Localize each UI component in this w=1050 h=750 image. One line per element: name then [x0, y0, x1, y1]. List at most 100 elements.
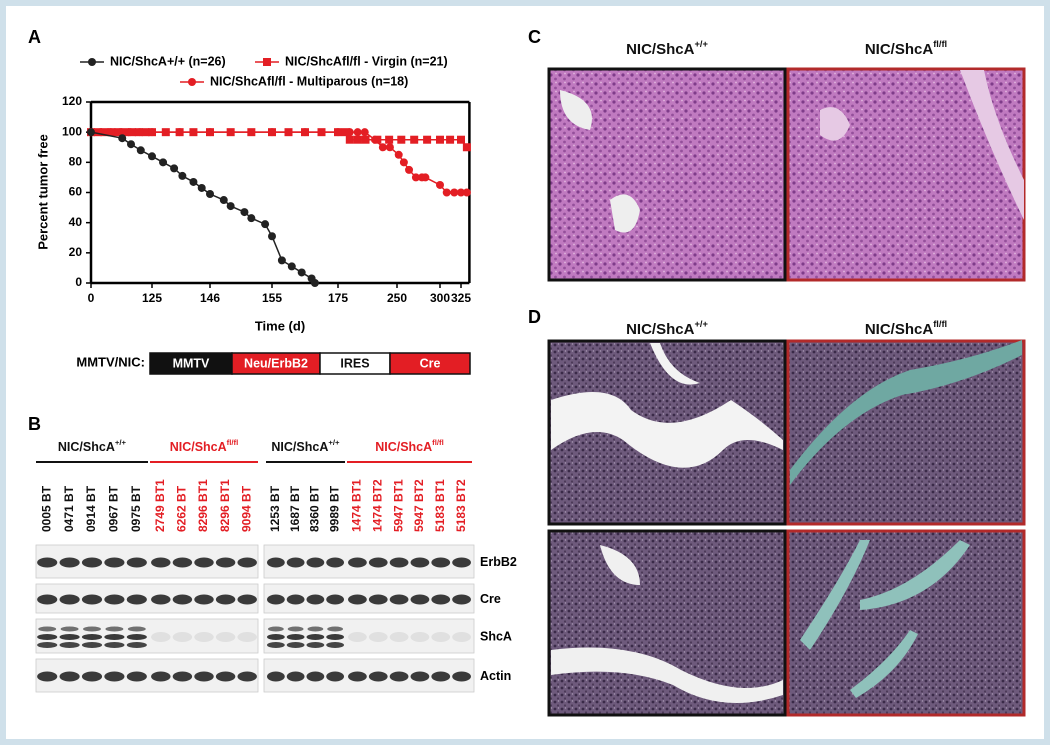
- marker: [268, 128, 276, 137]
- y-tick-label: 60: [69, 185, 83, 199]
- heading-base: NIC/ShcA: [375, 440, 432, 454]
- tissue-gap: [551, 545, 783, 703]
- blot-band: [348, 557, 367, 568]
- marker: [399, 158, 408, 167]
- marker: [301, 128, 309, 137]
- lane-label: 5947 BT2: [412, 479, 426, 532]
- lane-label: 0914 BT: [84, 485, 98, 532]
- marker: [462, 143, 471, 152]
- blot-band: [215, 632, 236, 642]
- blot-band: [104, 642, 125, 648]
- blot-band: [452, 594, 471, 605]
- blot-band: [215, 557, 236, 568]
- blot-band: [126, 671, 147, 682]
- blot-band: [410, 671, 430, 682]
- blot-band: [126, 634, 147, 640]
- construct-segment-label: Neu/ErbB2: [244, 356, 308, 370]
- blot-band: [307, 626, 324, 632]
- panel-label: B: [28, 414, 41, 434]
- marker: [226, 202, 235, 211]
- marker: [206, 190, 214, 199]
- marker: [297, 268, 306, 277]
- marker: [247, 214, 256, 223]
- blot-band: [431, 671, 451, 682]
- blot-band: [326, 642, 345, 648]
- blot-band: [151, 671, 171, 682]
- blot-band: [81, 634, 103, 640]
- blot-band: [37, 634, 58, 640]
- marker: [136, 146, 145, 155]
- blot-band: [104, 671, 125, 682]
- blot-band: [266, 557, 285, 568]
- blot-band: [81, 642, 103, 648]
- lane-label: 8296 BT1: [218, 479, 232, 532]
- heading: NIC/ShcA+/+: [626, 319, 708, 338]
- marker: [442, 188, 451, 197]
- marker: [410, 135, 419, 144]
- heading-sup: fl/fl: [432, 438, 444, 447]
- blot-band: [127, 626, 146, 632]
- y-tick-label: 100: [62, 124, 82, 138]
- blot-band: [266, 634, 285, 640]
- marker: [310, 279, 319, 287]
- blot-band: [59, 557, 80, 568]
- marker: [287, 262, 296, 271]
- marker: [446, 135, 455, 144]
- blot-band: [194, 594, 214, 605]
- lane-label: 1474 BT1: [350, 479, 364, 532]
- x-tick-label: 146: [200, 291, 220, 305]
- blot-band: [59, 642, 80, 648]
- heading-base: NIC/ShcA: [58, 440, 115, 454]
- lane-label: 1474 BT2: [370, 479, 384, 532]
- blot-band: [368, 671, 388, 682]
- series-line: [90, 131, 316, 284]
- blot-band: [327, 626, 344, 632]
- row-label: ShcA: [480, 629, 512, 643]
- blot-band: [126, 594, 147, 605]
- x-tick-label: 0: [88, 291, 95, 305]
- blot-band: [306, 594, 325, 605]
- y-tick-label: 20: [69, 245, 83, 259]
- construct-label: MMTV/NIC:: [76, 354, 145, 369]
- blot-band: [126, 642, 147, 648]
- lane-label: 0005 BT: [39, 485, 53, 532]
- x-tick-label: 325: [451, 291, 471, 305]
- marker: [378, 143, 387, 152]
- panel-label: C: [528, 27, 541, 47]
- heading-sup: +/+: [328, 438, 340, 447]
- marker: [370, 135, 379, 144]
- blot-band: [104, 634, 125, 640]
- blot-band: [104, 594, 125, 605]
- blot-band: [37, 594, 58, 605]
- heading-base: NIC/ShcA: [271, 440, 328, 454]
- x-tick-label: 125: [142, 291, 162, 305]
- marker: [175, 128, 184, 137]
- blot-band: [389, 594, 409, 605]
- blot-band: [452, 671, 471, 682]
- x-tick-label: 155: [262, 291, 282, 305]
- marker: [178, 171, 187, 180]
- blot-band: [286, 634, 305, 640]
- tissue-gap: [551, 343, 783, 468]
- heading-sup: +/+: [115, 438, 127, 447]
- marker: [116, 128, 125, 137]
- marker: [206, 128, 214, 137]
- marker: [450, 188, 459, 197]
- lane-label: 0967 BT: [107, 485, 121, 532]
- blot-band: [151, 594, 171, 605]
- construct-segment-label: Cre: [420, 356, 441, 370]
- blot-band: [348, 671, 367, 682]
- blot-band: [348, 632, 367, 642]
- blot-band: [410, 557, 430, 568]
- histology-image: [547, 529, 787, 717]
- blot-band: [81, 671, 103, 682]
- marker: [189, 177, 198, 186]
- marker: [423, 135, 432, 144]
- marker: [261, 220, 270, 229]
- blot-band: [306, 642, 325, 648]
- marker: [148, 128, 156, 137]
- marker: [385, 143, 394, 152]
- row-label: Actin: [480, 669, 511, 683]
- blot-band: [368, 557, 388, 568]
- marker: [385, 135, 394, 144]
